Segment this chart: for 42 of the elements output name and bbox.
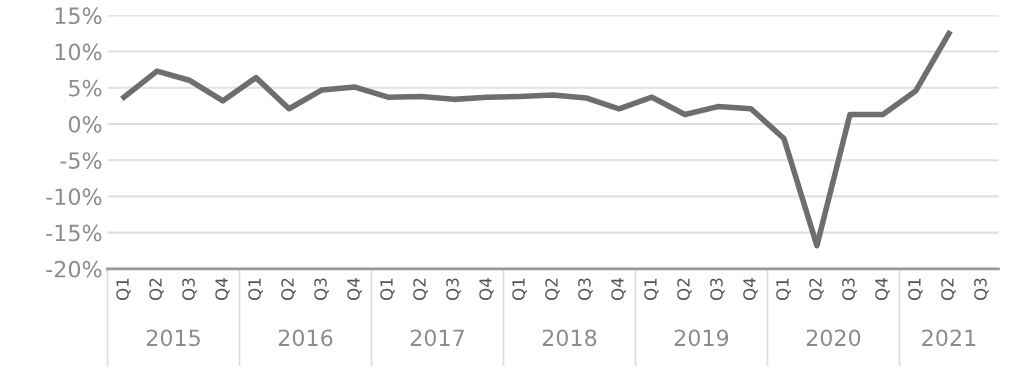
y-tick-label: -15% <box>46 224 102 242</box>
x-tick-label: Q4 <box>347 278 362 300</box>
x-tick-label: Q4 <box>611 278 626 300</box>
x-tick-label: Q1 <box>116 278 131 300</box>
x-tick-label: Q1 <box>908 278 923 300</box>
y-tick-label: -5% <box>60 152 102 169</box>
y-tick-label: 5% <box>69 79 102 97</box>
x-tick-label: Q2 <box>413 278 428 300</box>
x-tick-label: Q2 <box>677 278 692 300</box>
x-tick-label: Q4 <box>743 278 758 300</box>
x-tick-label: Q3 <box>314 278 329 300</box>
x-tick-label: Q3 <box>578 278 593 300</box>
x-tick-label: Q2 <box>809 278 824 300</box>
x-tick-label: Q4 <box>215 278 230 300</box>
y-tick-label: 10% <box>55 43 102 61</box>
text: 2020 <box>806 329 861 347</box>
x-tick-label: Q1 <box>644 278 659 300</box>
x-tick-label: Q2 <box>941 278 956 300</box>
y-tick-label: 15% <box>55 7 102 25</box>
x-tick-label: Q3 <box>446 278 461 300</box>
x-tick-label: Q1 <box>776 278 791 300</box>
text: 2015 <box>146 329 200 347</box>
x-tick-label: Q1 <box>512 278 527 300</box>
y-tick-label: -20% <box>46 260 102 278</box>
x-tick-label: Q4 <box>479 278 494 300</box>
text: 2021 <box>922 329 976 347</box>
x-tick-label: Q4 <box>875 278 890 300</box>
x-tick-label: Q2 <box>545 278 560 300</box>
x-tick-label: Q1 <box>380 278 395 300</box>
x-tick-label: Q2 <box>281 278 296 300</box>
x-tick-label: Q2 <box>149 278 164 300</box>
text: 2017 <box>410 329 464 347</box>
x-tick-label: Q3 <box>710 278 725 300</box>
y-tick-label: -10% <box>46 188 102 206</box>
x-tick-label: Q3 <box>842 278 857 300</box>
y-tick-label: 0% <box>68 115 102 133</box>
x-tick-label: Q3 <box>974 278 989 300</box>
x-tick-label: Q1 <box>248 278 263 300</box>
x-tick-label: Q3 <box>182 278 197 300</box>
text: 2016 <box>278 329 333 347</box>
text: 2019 <box>674 329 729 347</box>
text: 2018 <box>542 329 597 347</box>
